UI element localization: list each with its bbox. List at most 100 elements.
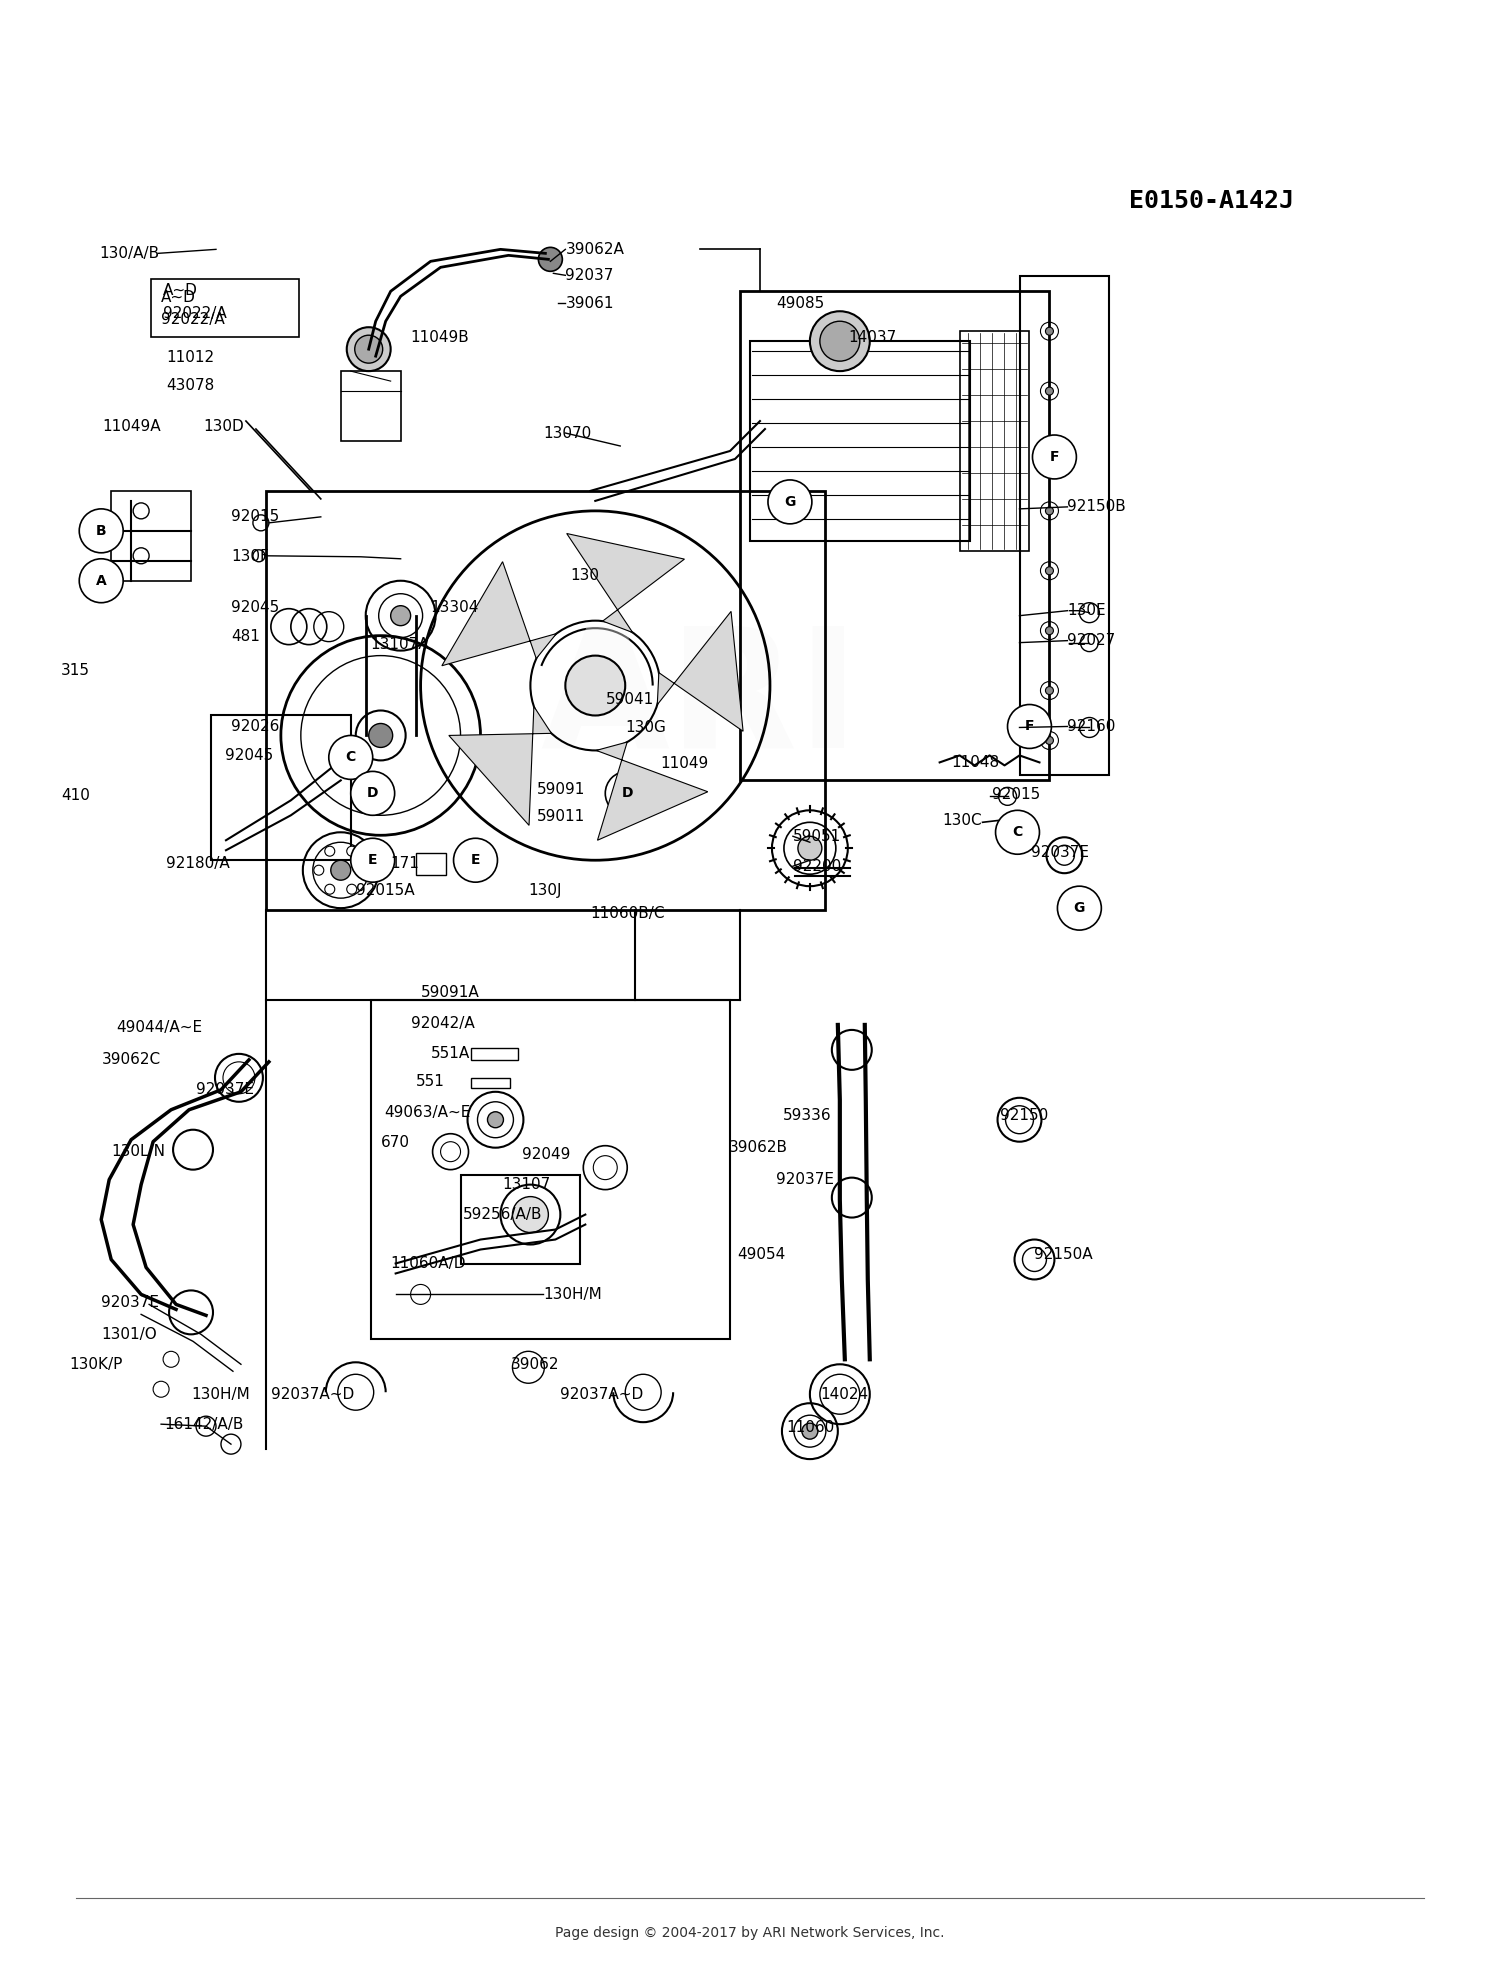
- Circle shape: [538, 247, 562, 271]
- Text: 171: 171: [390, 855, 420, 871]
- Text: 11060B/C: 11060B/C: [591, 906, 664, 920]
- Circle shape: [390, 606, 411, 626]
- Text: 92015: 92015: [231, 510, 279, 524]
- Text: G: G: [1074, 901, 1084, 914]
- Text: 130K/P: 130K/P: [69, 1358, 123, 1371]
- Bar: [266, 490, 825, 910]
- Text: 130: 130: [570, 569, 600, 583]
- Text: 130F: 130F: [231, 549, 268, 565]
- Text: 315: 315: [62, 663, 90, 679]
- Text: 13107: 13107: [503, 1177, 550, 1193]
- Circle shape: [351, 771, 394, 816]
- Text: 14024: 14024: [821, 1387, 868, 1401]
- Circle shape: [1046, 687, 1053, 695]
- Circle shape: [1046, 387, 1053, 394]
- Text: D: D: [368, 787, 378, 800]
- Text: 92027: 92027: [1068, 634, 1116, 647]
- Text: 92042/A: 92042/A: [411, 1016, 474, 1032]
- Text: 92015: 92015: [992, 787, 1039, 802]
- Circle shape: [1058, 887, 1101, 930]
- Text: 39062A: 39062A: [566, 241, 624, 257]
- Circle shape: [453, 838, 498, 883]
- Bar: [340, 371, 400, 441]
- Circle shape: [332, 859, 351, 881]
- Circle shape: [369, 724, 393, 748]
- Circle shape: [513, 1197, 549, 1232]
- Bar: [960, 332, 1029, 551]
- Text: 130C: 130C: [942, 812, 982, 828]
- Text: A~D: A~D: [160, 290, 196, 304]
- Bar: [152, 279, 298, 337]
- Circle shape: [798, 836, 822, 859]
- Circle shape: [488, 1112, 504, 1128]
- Circle shape: [346, 846, 357, 855]
- Text: 11048: 11048: [951, 755, 1000, 769]
- Circle shape: [566, 655, 626, 716]
- Bar: [416, 853, 446, 875]
- Text: 59051: 59051: [794, 828, 842, 844]
- Text: 130H/M: 130H/M: [190, 1387, 250, 1401]
- Text: 92022/A: 92022/A: [164, 306, 226, 320]
- Text: 92045: 92045: [231, 600, 279, 616]
- Text: Page design © 2004-2017 by ARI Network Services, Inc.: Page design © 2004-2017 by ARI Network S…: [555, 1927, 945, 1940]
- Text: 39062B: 39062B: [729, 1140, 788, 1156]
- Circle shape: [351, 838, 394, 883]
- Text: G: G: [784, 494, 795, 508]
- Circle shape: [1046, 447, 1053, 455]
- Text: 410: 410: [62, 789, 90, 802]
- Text: 130J: 130J: [528, 883, 562, 899]
- Text: E: E: [471, 853, 480, 867]
- Text: A~D: A~D: [164, 283, 198, 298]
- Text: D: D: [621, 787, 633, 800]
- Text: B: B: [96, 524, 106, 538]
- Circle shape: [80, 508, 123, 553]
- Polygon shape: [596, 742, 708, 840]
- Text: 11049B: 11049B: [411, 330, 470, 345]
- Text: 59091A: 59091A: [420, 985, 480, 1001]
- Bar: [460, 1175, 580, 1264]
- Text: 39062C: 39062C: [102, 1052, 162, 1067]
- Circle shape: [357, 865, 368, 875]
- Text: 49063/A~E: 49063/A~E: [384, 1105, 471, 1120]
- Circle shape: [1046, 567, 1053, 575]
- Circle shape: [810, 312, 870, 371]
- Circle shape: [1046, 626, 1053, 634]
- Circle shape: [346, 328, 390, 371]
- Bar: [1020, 277, 1110, 775]
- Text: E0150-A142J: E0150-A142J: [1130, 190, 1294, 214]
- Text: A: A: [96, 573, 106, 589]
- Text: 11012: 11012: [166, 349, 214, 365]
- Circle shape: [1008, 704, 1052, 748]
- Bar: [111, 490, 190, 581]
- Text: ARI: ARI: [540, 620, 860, 783]
- Text: 49085: 49085: [776, 296, 824, 310]
- Text: 11049: 11049: [660, 755, 708, 771]
- Circle shape: [80, 559, 123, 602]
- Circle shape: [346, 885, 357, 895]
- Text: 92037A~D: 92037A~D: [561, 1387, 644, 1401]
- Bar: [471, 1048, 519, 1059]
- Text: 92037E: 92037E: [196, 1083, 254, 1097]
- Circle shape: [821, 322, 860, 361]
- Text: 92160: 92160: [1068, 718, 1116, 734]
- Text: 130E: 130E: [1068, 602, 1106, 618]
- Text: 92037E: 92037E: [1032, 846, 1089, 859]
- Text: 16142/A/B: 16142/A/B: [164, 1417, 243, 1432]
- Text: 1301/O: 1301/O: [100, 1326, 158, 1342]
- Circle shape: [1046, 736, 1053, 744]
- Text: 49044/A~E: 49044/A~E: [116, 1020, 202, 1036]
- Text: 14037: 14037: [847, 330, 895, 345]
- Text: 92200: 92200: [794, 859, 842, 873]
- Text: 11060: 11060: [786, 1420, 834, 1434]
- Bar: [370, 1001, 730, 1340]
- Text: E: E: [368, 853, 378, 867]
- Circle shape: [802, 1422, 818, 1440]
- Circle shape: [328, 736, 372, 779]
- Text: 551: 551: [416, 1075, 444, 1089]
- Text: 92045: 92045: [225, 748, 273, 763]
- Text: 59011: 59011: [537, 808, 585, 824]
- Circle shape: [314, 865, 324, 875]
- Text: 49054: 49054: [736, 1248, 786, 1262]
- Text: 92037A~D: 92037A~D: [272, 1387, 354, 1401]
- Text: 13304: 13304: [430, 600, 478, 616]
